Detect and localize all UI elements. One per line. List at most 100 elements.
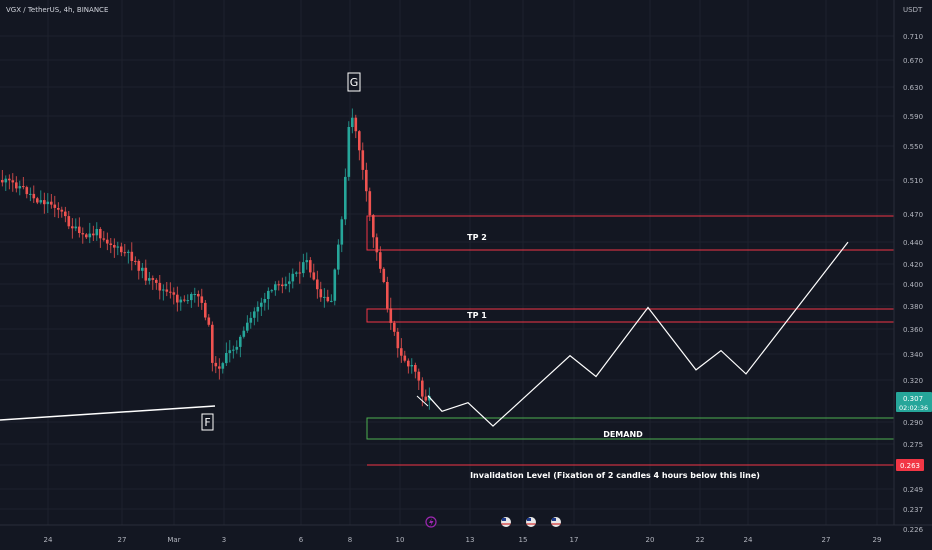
projection-start-tick bbox=[416, 395, 429, 407]
us-flag-event-icon-2[interactable] bbox=[526, 517, 536, 527]
us-flag-icon-canton bbox=[527, 518, 531, 521]
countdown-text: 02:02:36 bbox=[899, 404, 928, 412]
candle-body bbox=[15, 182, 18, 189]
candle-body bbox=[64, 211, 67, 217]
candle-body bbox=[291, 273, 295, 282]
price-tick-label: 0.290 bbox=[903, 419, 923, 427]
flash-event-icon[interactable] bbox=[425, 516, 437, 528]
time-tick-label: 22 bbox=[696, 536, 705, 544]
candle-body bbox=[372, 215, 375, 238]
candle-body bbox=[39, 200, 43, 203]
current-price-text: 0.307 bbox=[903, 395, 923, 403]
candle-body bbox=[144, 267, 148, 281]
candle-body bbox=[207, 317, 211, 325]
candle-body bbox=[256, 306, 260, 312]
candle-body bbox=[183, 299, 186, 301]
us-flag-event-icon-1[interactable] bbox=[501, 517, 511, 527]
candle-body bbox=[81, 233, 85, 235]
candle-body bbox=[368, 191, 372, 216]
current-price-tag: 0.307 02:02:36 bbox=[896, 392, 932, 412]
candle-body bbox=[53, 204, 57, 208]
candle-body bbox=[295, 272, 298, 274]
time-tick-label: 20 bbox=[646, 536, 655, 544]
candle-body bbox=[179, 299, 183, 303]
flash-icon bbox=[429, 518, 434, 527]
candle-body bbox=[263, 299, 267, 303]
price-tick-label: 0.275 bbox=[903, 441, 923, 449]
price-tick-label: 0.670 bbox=[903, 57, 923, 65]
candle-body bbox=[424, 396, 428, 401]
price-tick-label: 0.400 bbox=[903, 281, 923, 289]
candle-body bbox=[60, 209, 64, 212]
candle-body bbox=[249, 317, 253, 323]
current-price-tag-bg bbox=[896, 392, 932, 412]
label-f-marker[interactable]: F bbox=[201, 413, 214, 431]
candle-body bbox=[99, 229, 102, 239]
candle-body bbox=[414, 365, 417, 372]
invalidation-price-text: 0.263 bbox=[900, 462, 920, 470]
price-tick-label: 0.510 bbox=[903, 177, 923, 185]
price-tick-label: 0.590 bbox=[903, 113, 923, 121]
price-axis[interactable]: USDT 0.710 0.670 0.630 0.590 0.550 0.510 0.470… bbox=[893, 0, 932, 534]
candle-body bbox=[95, 229, 99, 236]
us-flag-event-icon-3[interactable] bbox=[551, 517, 561, 527]
candle-body bbox=[382, 268, 386, 282]
invalidation-line[interactable]: Invalidation Level (Fixation of 2 candle… bbox=[367, 464, 894, 480]
candle-body bbox=[123, 252, 127, 254]
candle-body bbox=[267, 290, 270, 299]
candle-body bbox=[137, 261, 141, 271]
candle-body bbox=[141, 267, 144, 271]
candle-body bbox=[88, 233, 92, 238]
label-f: F bbox=[204, 416, 210, 429]
candle-body bbox=[109, 243, 113, 245]
candle-body bbox=[67, 216, 71, 227]
price-tick-labels: 0.710 0.670 0.630 0.590 0.550 0.510 0.470 0.440… bbox=[903, 33, 924, 534]
us-flag-icon-canton bbox=[502, 518, 506, 521]
time-tick-label: 10 bbox=[396, 536, 405, 544]
candle-body bbox=[302, 262, 305, 274]
candle-body bbox=[92, 233, 95, 236]
candle-body bbox=[361, 150, 365, 170]
time-tick-label: 29 bbox=[873, 536, 882, 544]
candle-body bbox=[410, 365, 414, 367]
candle-body bbox=[43, 200, 46, 205]
price-tick-label: 0.249 bbox=[903, 486, 923, 494]
candle-body bbox=[120, 246, 123, 253]
time-tick-label: 8 bbox=[348, 536, 352, 544]
candle-body bbox=[274, 284, 277, 291]
price-tick-label: 0.237 bbox=[903, 506, 923, 514]
trendline-f[interactable] bbox=[0, 405, 216, 421]
candle-body bbox=[344, 176, 347, 220]
candle-body bbox=[130, 251, 134, 261]
invalidation-price-tag-bg bbox=[896, 459, 924, 471]
event-icons[interactable] bbox=[425, 516, 561, 528]
candle-body bbox=[281, 284, 284, 287]
price-tick-label: 0.340 bbox=[903, 351, 923, 359]
time-tick-label: 27 bbox=[118, 536, 127, 544]
candle-body bbox=[330, 300, 333, 302]
time-tick-label: 17 bbox=[570, 536, 579, 544]
candle-body bbox=[389, 308, 393, 323]
candle-body bbox=[239, 336, 242, 347]
candle-body bbox=[340, 219, 344, 245]
time-tick-labels: 24 27 Mar 3 6 8 10 13 15 17 20 22 24 27 29 bbox=[44, 536, 882, 544]
candle-body bbox=[351, 117, 354, 127]
candle-body bbox=[74, 226, 78, 229]
candle-body bbox=[176, 294, 179, 303]
price-projection-path[interactable] bbox=[427, 241, 849, 427]
price-tick-label: 0.630 bbox=[903, 84, 923, 92]
candle-body bbox=[270, 290, 274, 292]
time-tick-label: 3 bbox=[222, 536, 226, 544]
label-g: G bbox=[350, 76, 359, 89]
candle-body bbox=[386, 282, 389, 309]
label-g-marker[interactable]: G bbox=[347, 72, 361, 92]
candle-body bbox=[71, 226, 74, 229]
price-tick-label: 0.420 bbox=[903, 261, 923, 269]
candle-body bbox=[127, 251, 130, 253]
candle-body bbox=[309, 260, 312, 273]
time-axis[interactable]: 24 27 Mar 3 6 8 10 13 15 17 20 22 24 27 29 bbox=[0, 524, 932, 544]
candle-body bbox=[165, 289, 169, 292]
candle-body bbox=[225, 353, 228, 364]
candle-body bbox=[393, 322, 396, 332]
